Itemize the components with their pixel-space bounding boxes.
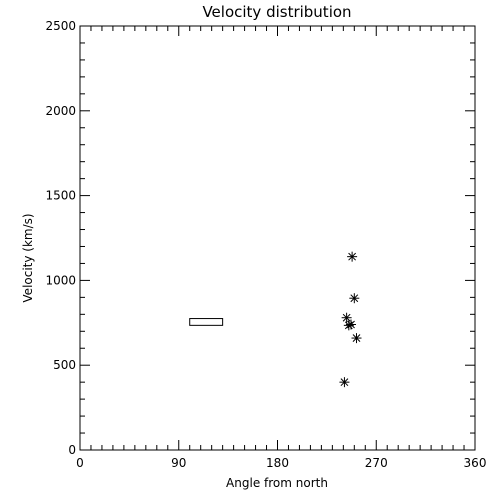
y-tick-label: 0 [68, 443, 76, 457]
data-point [341, 312, 352, 323]
data-point [351, 333, 362, 344]
y-tick-label: 1000 [45, 273, 76, 287]
x-axis-label: Angle from north [226, 476, 328, 490]
axis-tick-labels: 0 90 180 270 360 0 500 1000 1500 2000 2500 [45, 19, 486, 470]
data-point [349, 293, 360, 304]
y-axis-label: Velocity (km/s) [21, 213, 35, 302]
data-point [347, 251, 358, 262]
axis-ticks [79, 25, 476, 451]
chart-title: Velocity distribution [202, 3, 351, 21]
x-tick-label: 270 [365, 456, 388, 470]
x-tick-label: 180 [266, 456, 289, 470]
y-tick-label: 2000 [45, 104, 76, 118]
y-tick-label: 500 [53, 358, 76, 372]
data-marks [189, 251, 362, 388]
y-tick-label: 1500 [45, 189, 76, 203]
x-tick-label: 90 [171, 456, 186, 470]
data-point [339, 377, 350, 388]
y-tick-label: 2500 [45, 19, 76, 33]
plot-frame [79, 25, 476, 451]
data-point [346, 319, 357, 330]
range-box-mark [189, 318, 224, 326]
x-tick-label: 360 [464, 456, 487, 470]
x-tick-label: 0 [76, 456, 84, 470]
